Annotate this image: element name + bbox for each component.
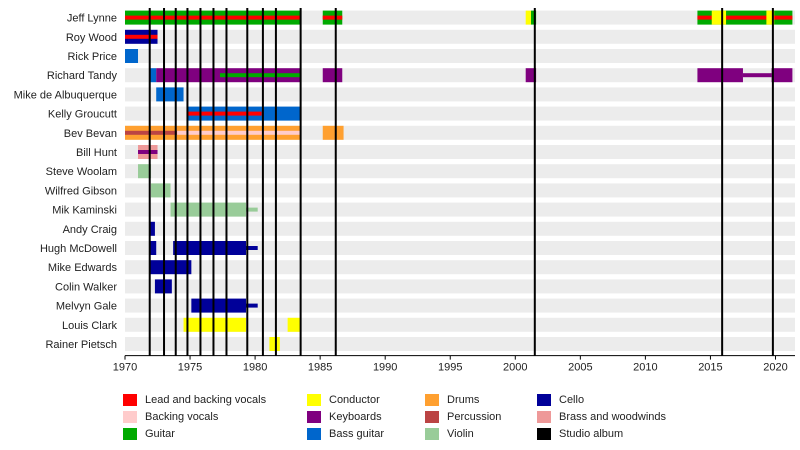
span-bar xyxy=(525,10,531,25)
span-bar xyxy=(125,49,139,63)
span-line xyxy=(125,130,178,135)
row-background xyxy=(125,183,795,198)
span-bar xyxy=(149,260,192,275)
span-line xyxy=(138,150,158,154)
row-background xyxy=(125,279,795,294)
span-bar xyxy=(183,317,246,332)
span-bar xyxy=(530,10,537,25)
span-bar xyxy=(191,298,246,313)
span-line xyxy=(245,246,258,250)
row-background xyxy=(125,29,795,44)
span-bar xyxy=(149,68,157,83)
x-tick-label: 2015 xyxy=(698,362,722,374)
member-label: Melvyn Gale xyxy=(56,301,117,313)
x-tick-label: 2020 xyxy=(763,362,787,374)
member-label: Richard Tandy xyxy=(47,70,118,82)
span-line xyxy=(245,207,258,212)
member-label: Mike Edwards xyxy=(48,262,118,274)
span-bar xyxy=(269,337,280,351)
member-label: Mike de Albuquerque xyxy=(14,89,117,101)
span-line xyxy=(187,111,262,116)
row-background xyxy=(125,49,795,63)
member-label: Mik Kaminski xyxy=(52,205,117,217)
member-label: Louis Clark xyxy=(62,320,118,332)
row-background xyxy=(125,241,795,255)
span-line xyxy=(697,15,793,20)
x-tick-label: 1980 xyxy=(243,362,267,374)
span-bar xyxy=(149,221,155,236)
x-tick-label: 1970 xyxy=(113,362,137,374)
member-label: Rick Price xyxy=(67,51,117,63)
member-label: Colin Walker xyxy=(55,281,117,293)
span-bar xyxy=(771,68,793,83)
span-line xyxy=(177,130,301,135)
x-tick-label: 1990 xyxy=(373,362,397,374)
member-label: Roy Wood xyxy=(66,32,117,44)
span-bar xyxy=(151,183,171,198)
member-labels: Jeff Lynne Roy Wood Rick Price Richard Tand… xyxy=(14,13,118,351)
row-background xyxy=(125,145,795,159)
span-line xyxy=(125,34,158,39)
member-label: Kelly Groucutt xyxy=(48,109,117,121)
member-label: Bill Hunt xyxy=(76,147,117,159)
album-lines xyxy=(148,8,774,356)
x-tick-label: 2000 xyxy=(503,362,527,374)
member-label: Jeff Lynne xyxy=(67,13,117,25)
row-background xyxy=(125,87,795,102)
span-bar xyxy=(766,10,775,25)
member-label: Bev Bevan xyxy=(64,128,117,140)
row-background xyxy=(125,164,795,179)
row-background xyxy=(125,202,795,217)
member-label: Rainer Pietsch xyxy=(45,339,117,351)
span-line xyxy=(219,73,301,78)
span-bar xyxy=(170,202,246,217)
x-tick-label: 1975 xyxy=(178,362,202,374)
span-bar xyxy=(173,241,246,255)
x-tick-label: 2005 xyxy=(568,362,592,374)
span-bar xyxy=(525,68,537,83)
x-tick-label: 1985 xyxy=(308,362,332,374)
x-axis: 1970 1975 1980 1985 1990 1995 2000 2005 2010 2015… xyxy=(113,355,795,374)
member-label: Steve Woolam xyxy=(46,166,117,178)
span-bar xyxy=(149,241,157,255)
span-bar xyxy=(322,68,343,83)
span-bar xyxy=(697,68,743,83)
member-label: Hugh McDowell xyxy=(40,243,117,255)
span-line xyxy=(245,303,258,308)
span-line xyxy=(322,15,343,20)
row-background xyxy=(125,298,795,313)
span-bar xyxy=(156,87,184,102)
member-label: Wilfred Gibson xyxy=(45,185,117,197)
span-bar xyxy=(711,10,727,25)
x-tick-label: 2010 xyxy=(633,362,657,374)
span-bar xyxy=(322,125,344,140)
row-background xyxy=(125,337,795,351)
member-label: Andy Craig xyxy=(63,224,117,236)
span-line xyxy=(742,73,772,78)
row-background xyxy=(125,221,795,236)
span-bar xyxy=(287,317,301,332)
x-tick-label: 1995 xyxy=(438,362,462,374)
span-bar xyxy=(138,164,152,179)
row-background xyxy=(125,260,795,275)
